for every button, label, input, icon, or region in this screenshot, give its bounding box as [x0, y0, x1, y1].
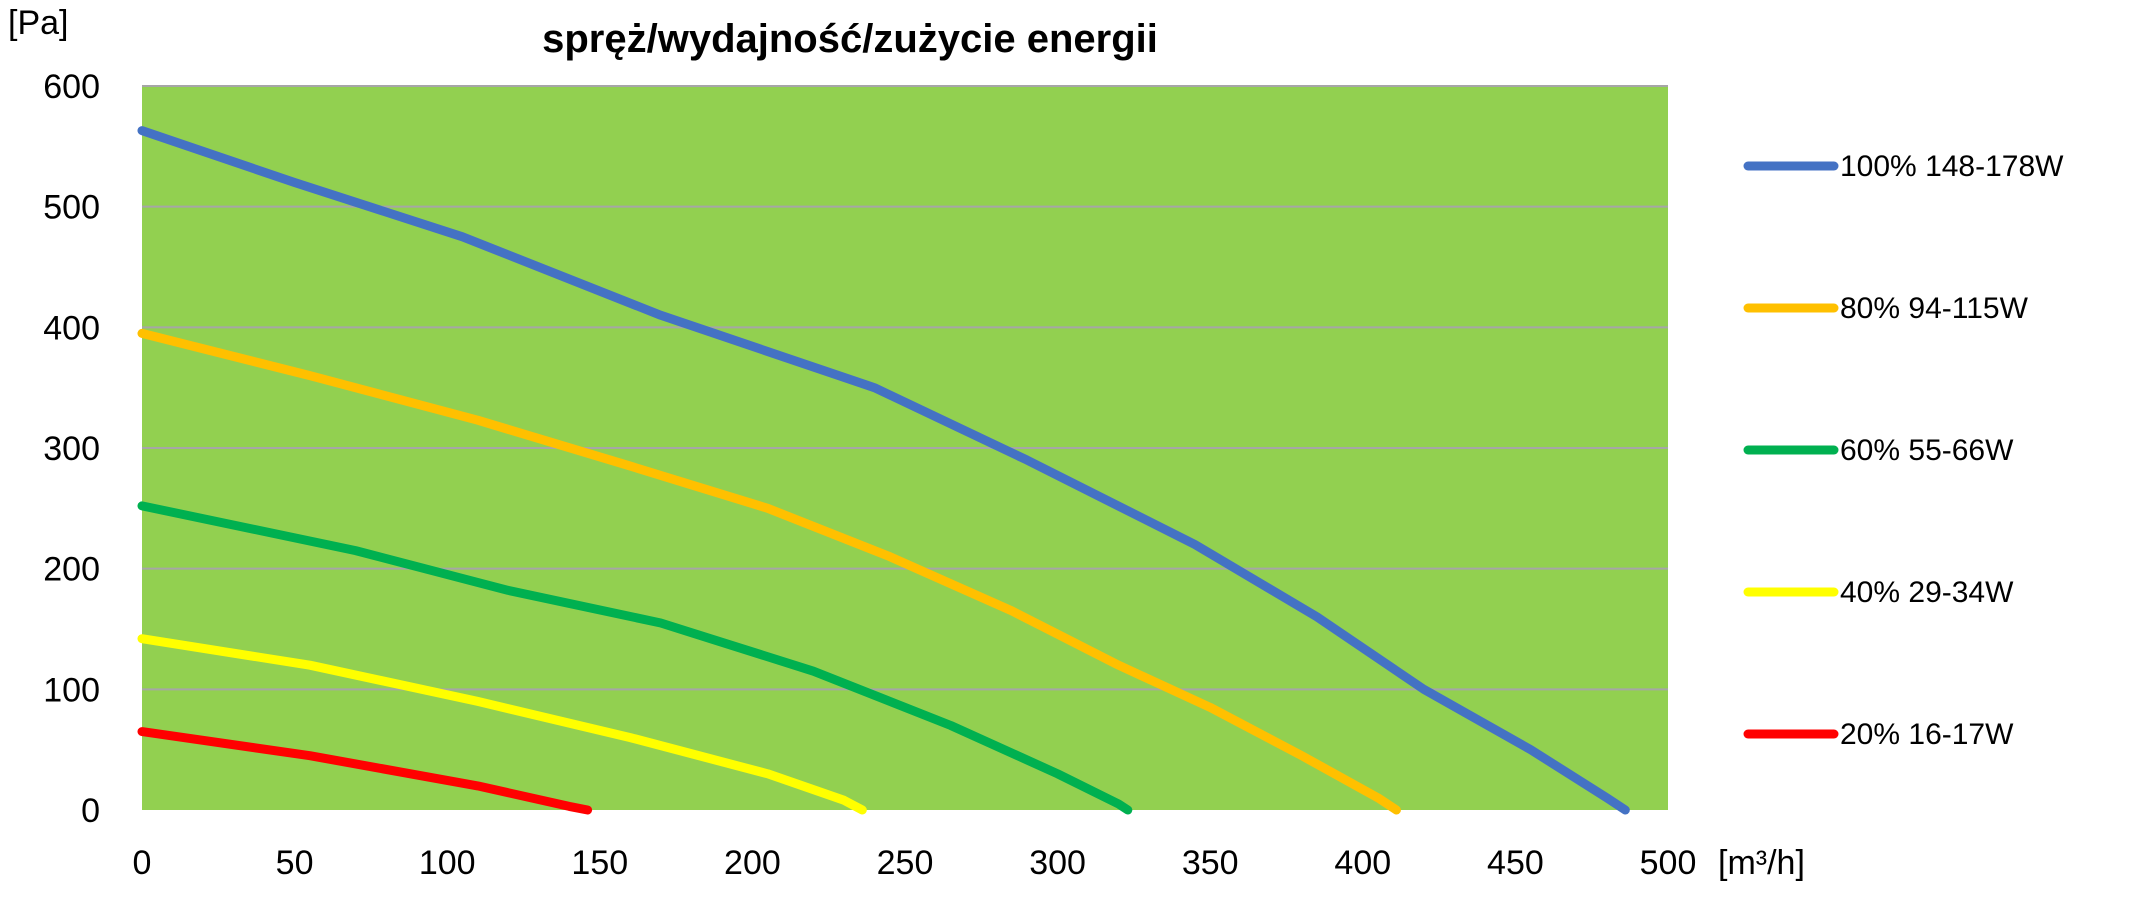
series-line [137, 727, 593, 815]
legend-label: 40% 29-34W [1840, 576, 2014, 609]
x-tick-label: 0 [133, 844, 152, 882]
x-axis-ticks: 0 50 100 150 200 250 300 350 400 450 500 [133, 844, 1697, 882]
x-tick-label: 450 [1487, 844, 1544, 882]
x-tick-label: 350 [1182, 844, 1239, 882]
y-axis-ticks: 0 100 200 300 400 500 600 [43, 68, 100, 830]
series-line [137, 634, 867, 815]
y-tick-label: 500 [43, 189, 100, 227]
y-tick-label: 400 [43, 309, 100, 347]
legend-label: 80% 94-115W [1840, 292, 2029, 325]
x-axis-label: [m³/h] [1718, 844, 1805, 882]
x-tick-label: 300 [1029, 844, 1086, 882]
y-axis-label: [Pa] [8, 4, 68, 42]
x-tick-label: 50 [276, 844, 314, 882]
x-tick-label: 200 [724, 844, 781, 882]
x-tick-label: 100 [419, 844, 476, 882]
gridlines [142, 85, 1668, 691]
legend: 100% 148-178W 80% 94-115W 60% 55-66W 40% 29… [1743, 150, 2064, 751]
y-tick-label: 0 [81, 792, 100, 830]
y-tick-label: 200 [43, 551, 100, 589]
y-tick-label: 100 [43, 671, 100, 709]
x-tick-label: 250 [877, 844, 934, 882]
series-line [137, 501, 1133, 815]
series-line [137, 126, 1630, 815]
series-lines [137, 126, 1630, 815]
series-line [137, 328, 1401, 815]
legend-label: 100% 148-178W [1840, 150, 2064, 183]
legend-label: 60% 55-66W [1840, 434, 2014, 467]
legend-label: 20% 16-17W [1840, 718, 2014, 751]
y-tick-label: 600 [43, 68, 100, 106]
x-tick-label: 150 [571, 844, 628, 882]
x-tick-label: 400 [1334, 844, 1391, 882]
y-tick-label: 300 [43, 430, 100, 468]
chart-title: spręż/wydajność/zużycie energii [542, 17, 1158, 61]
x-tick-label: 500 [1640, 844, 1697, 882]
